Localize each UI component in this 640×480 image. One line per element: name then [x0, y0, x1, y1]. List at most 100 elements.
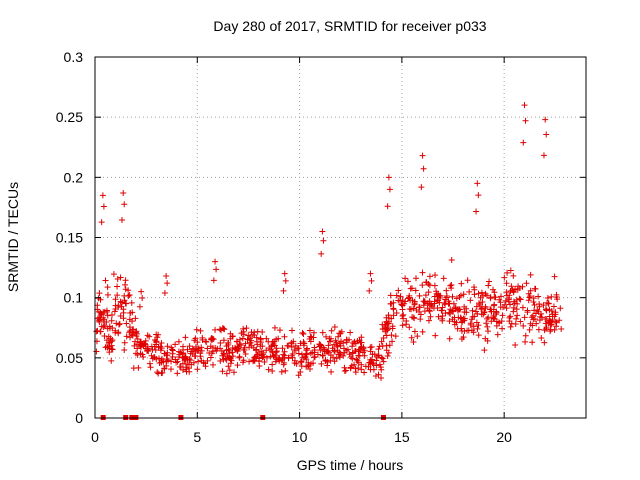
data-point: [251, 354, 258, 361]
data-point: [126, 324, 133, 331]
data-point: [390, 299, 397, 306]
data-point: [531, 302, 538, 309]
data-point: [523, 280, 530, 287]
data-point: [324, 362, 331, 369]
data-point: [194, 358, 201, 365]
data-point: [146, 360, 153, 367]
data-point: [246, 358, 253, 365]
data-point: [98, 219, 105, 226]
data-point: [284, 342, 291, 349]
data-point: [403, 318, 410, 325]
y-tick-label: 0.2: [64, 169, 84, 185]
data-point: [383, 319, 390, 326]
data-point: [331, 341, 338, 348]
data-point: [425, 289, 432, 296]
data-point: [460, 291, 467, 298]
data-point: [223, 370, 230, 377]
data-point: [254, 341, 261, 348]
data-point: [520, 322, 527, 329]
data-point: [535, 326, 542, 333]
data-point: [503, 305, 510, 312]
data-point: [496, 296, 503, 303]
data-point: [540, 302, 547, 309]
data-point: [294, 345, 301, 352]
data-point: [426, 273, 433, 280]
data-point: [123, 320, 130, 327]
data-point: [180, 343, 187, 350]
data-point: [151, 354, 158, 361]
data-point: [350, 339, 357, 346]
data-point: [520, 139, 527, 146]
data-point: [373, 357, 380, 364]
chart-title: Day 280 of 2017, SRMTID for receiver p03…: [213, 18, 486, 34]
data-point: [101, 322, 108, 329]
y-axis-title: SRMTID / TECUs: [5, 182, 21, 292]
data-point: [507, 313, 514, 320]
data-point: [556, 317, 563, 324]
data-point: [268, 343, 275, 350]
data-point: [458, 280, 465, 287]
data-point: [140, 353, 147, 360]
data-point: [510, 308, 517, 315]
data-point: [297, 340, 304, 347]
data-point: [272, 358, 279, 365]
data-point: [263, 347, 270, 354]
data-point: [549, 317, 556, 324]
data-point: [426, 307, 433, 314]
data-point: [448, 257, 455, 264]
data-point: [347, 354, 354, 361]
data-point: [308, 334, 315, 341]
data-point: [505, 296, 512, 303]
data-point: [263, 335, 270, 342]
data-point: [328, 368, 335, 375]
data-point: [522, 117, 529, 124]
data-point: [425, 280, 432, 287]
data-point: [186, 368, 193, 375]
data-point: [104, 312, 111, 319]
data-point: [194, 366, 201, 373]
data-point: [517, 318, 524, 325]
data-point: [510, 272, 517, 279]
data-point: [347, 364, 354, 371]
data-point: [139, 294, 146, 301]
data-point: [247, 333, 254, 340]
data-point: [202, 363, 209, 370]
data-point: [225, 341, 232, 348]
data-point: [119, 299, 126, 306]
data-point: [161, 290, 168, 297]
data-point: [419, 328, 426, 335]
data-point: [259, 343, 266, 350]
data-point: [133, 341, 140, 348]
data-point: [361, 347, 368, 354]
data-point: [173, 359, 180, 366]
data-point: [503, 280, 510, 287]
data-point: [384, 320, 391, 327]
data-point: [223, 356, 230, 363]
data-point: [514, 300, 521, 307]
data-point: [419, 152, 426, 159]
data-point: [240, 346, 247, 353]
data-point: [435, 313, 442, 320]
data-point: [342, 367, 349, 374]
data-point: [421, 299, 428, 306]
data-point: [325, 342, 332, 349]
data-point: [226, 367, 233, 374]
data-point: [553, 319, 560, 326]
data-point: [529, 322, 536, 329]
data-point: [158, 345, 165, 352]
data-point: [148, 352, 155, 359]
data-point: [420, 165, 427, 172]
data-point: [121, 347, 128, 354]
data-point: [450, 308, 457, 315]
data-point: [320, 237, 327, 244]
data-point: [532, 285, 539, 292]
data-point: [475, 192, 482, 199]
data-point: [553, 294, 560, 301]
data-point: [379, 355, 386, 362]
data-point: [442, 301, 449, 308]
data-point: [373, 353, 380, 360]
data-point: [179, 360, 186, 367]
data-point: [189, 345, 196, 352]
data-point: [298, 358, 305, 365]
data-point: [548, 293, 555, 300]
